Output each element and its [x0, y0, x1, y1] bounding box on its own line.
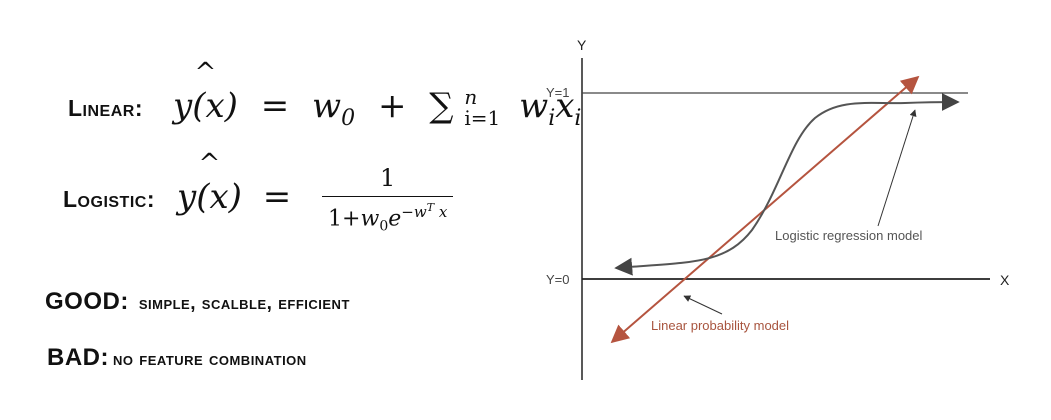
bad-note: BAD: no feature combination	[47, 344, 307, 372]
logistic-formula: y(x) ^ = 1 1+w0e−wT x	[177, 151, 454, 235]
logistic-label: Logistic:	[63, 185, 155, 212]
linear-yhat: y(x) ^	[173, 60, 238, 126]
wixi-term: wixi	[519, 86, 582, 131]
x-axis-label: X	[1000, 272, 1010, 288]
equals-sign: =	[262, 177, 292, 218]
logistic-pointer-arrow	[877, 109, 917, 227]
fraction-bar	[322, 196, 454, 197]
fraction-numerator: 1	[380, 164, 396, 192]
hat-symbol: ^	[198, 149, 221, 180]
linear-label: Linear:	[68, 94, 143, 121]
logistic-curve	[614, 93, 960, 276]
sum-symbol: ∑	[429, 86, 454, 126]
y0-label: Y=0	[546, 272, 570, 287]
good-note: GOOD: simple, scalble, efficient	[45, 288, 350, 316]
linear-lhs: y(x)	[173, 86, 238, 126]
linear-model-label: Linear probability model	[651, 318, 789, 333]
logistic-fraction: 1 1+w0e−wT x	[322, 164, 454, 235]
plus-sign: +	[377, 86, 407, 126]
logistic-equation-row: Logistic: y(x) ^ = 1 1+w0e−wT x	[63, 151, 454, 235]
hat-symbol: ^	[194, 58, 217, 88]
y-axis-label: Y	[577, 37, 587, 53]
good-key: GOOD:	[45, 288, 129, 315]
w0-term: w0	[312, 86, 356, 131]
logistic-yhat: y(x) ^	[177, 151, 242, 218]
sum-upper: n	[464, 85, 478, 109]
linear-pointer-arrow	[683, 295, 723, 315]
linear-formula: y(x) ^ = w0 + ∑ n i=1 wixi	[173, 60, 582, 131]
y1-label: Y=1	[546, 85, 570, 100]
bad-value: no feature combination	[113, 349, 307, 370]
good-value: simple, scalble, efficient	[138, 293, 350, 314]
logistic-lhs: y(x)	[177, 177, 242, 218]
equals-sign: =	[260, 86, 290, 126]
logistic-model-label: Logistic regression model	[775, 228, 923, 243]
fraction-denominator: 1+w0e−wT x	[328, 201, 448, 235]
sum-limits: n i=1	[464, 87, 500, 129]
sum-lower: i=1	[464, 106, 501, 130]
bad-key: BAD:	[47, 344, 109, 371]
linear-equation-row: Linear: y(x) ^ = w0 + ∑ n i=1 wixi	[68, 60, 582, 131]
